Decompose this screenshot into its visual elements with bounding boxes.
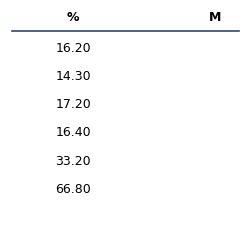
Text: 33.20: 33.20: [55, 154, 91, 168]
Text: 16.40: 16.40: [55, 126, 91, 140]
Text: 66.80: 66.80: [55, 183, 91, 196]
Text: 17.20: 17.20: [55, 98, 91, 112]
Text: 16.20: 16.20: [55, 42, 91, 55]
Text: %: %: [67, 10, 80, 24]
Text: M: M: [209, 10, 221, 24]
Text: 14.30: 14.30: [55, 70, 91, 83]
